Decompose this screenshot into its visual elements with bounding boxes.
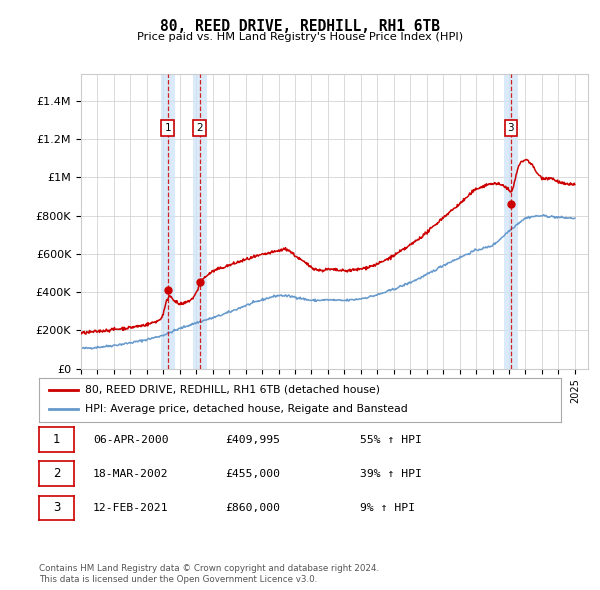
Text: £409,995: £409,995: [225, 435, 280, 444]
Text: 06-APR-2000: 06-APR-2000: [93, 435, 169, 444]
Text: 39% ↑ HPI: 39% ↑ HPI: [360, 469, 422, 478]
Text: 12-FEB-2021: 12-FEB-2021: [93, 503, 169, 513]
Text: £860,000: £860,000: [225, 503, 280, 513]
Bar: [161, 74, 175, 369]
Text: Price paid vs. HM Land Registry's House Price Index (HPI): Price paid vs. HM Land Registry's House …: [137, 32, 463, 42]
Text: 55% ↑ HPI: 55% ↑ HPI: [360, 435, 422, 444]
Text: 9% ↑ HPI: 9% ↑ HPI: [360, 503, 415, 513]
Bar: [504, 74, 518, 369]
Text: 80, REED DRIVE, REDHILL, RH1 6TB: 80, REED DRIVE, REDHILL, RH1 6TB: [160, 19, 440, 34]
Text: 1: 1: [53, 433, 60, 446]
Text: This data is licensed under the Open Government Licence v3.0.: This data is licensed under the Open Gov…: [39, 575, 317, 584]
Text: £455,000: £455,000: [225, 469, 280, 478]
Text: 2: 2: [196, 123, 203, 133]
Text: 2: 2: [53, 467, 60, 480]
Bar: [193, 74, 206, 369]
Text: 3: 3: [53, 502, 60, 514]
Text: 80, REED DRIVE, REDHILL, RH1 6TB (detached house): 80, REED DRIVE, REDHILL, RH1 6TB (detach…: [85, 385, 380, 395]
Text: 18-MAR-2002: 18-MAR-2002: [93, 469, 169, 478]
Text: HPI: Average price, detached house, Reigate and Banstead: HPI: Average price, detached house, Reig…: [85, 405, 407, 414]
Text: Contains HM Land Registry data © Crown copyright and database right 2024.: Contains HM Land Registry data © Crown c…: [39, 565, 379, 573]
Text: 3: 3: [508, 123, 514, 133]
Text: 1: 1: [164, 123, 171, 133]
